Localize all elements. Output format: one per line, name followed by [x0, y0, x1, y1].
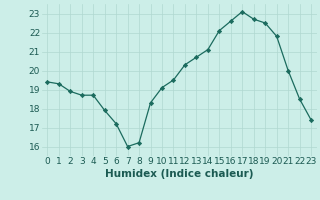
X-axis label: Humidex (Indice chaleur): Humidex (Indice chaleur) [105, 169, 253, 179]
